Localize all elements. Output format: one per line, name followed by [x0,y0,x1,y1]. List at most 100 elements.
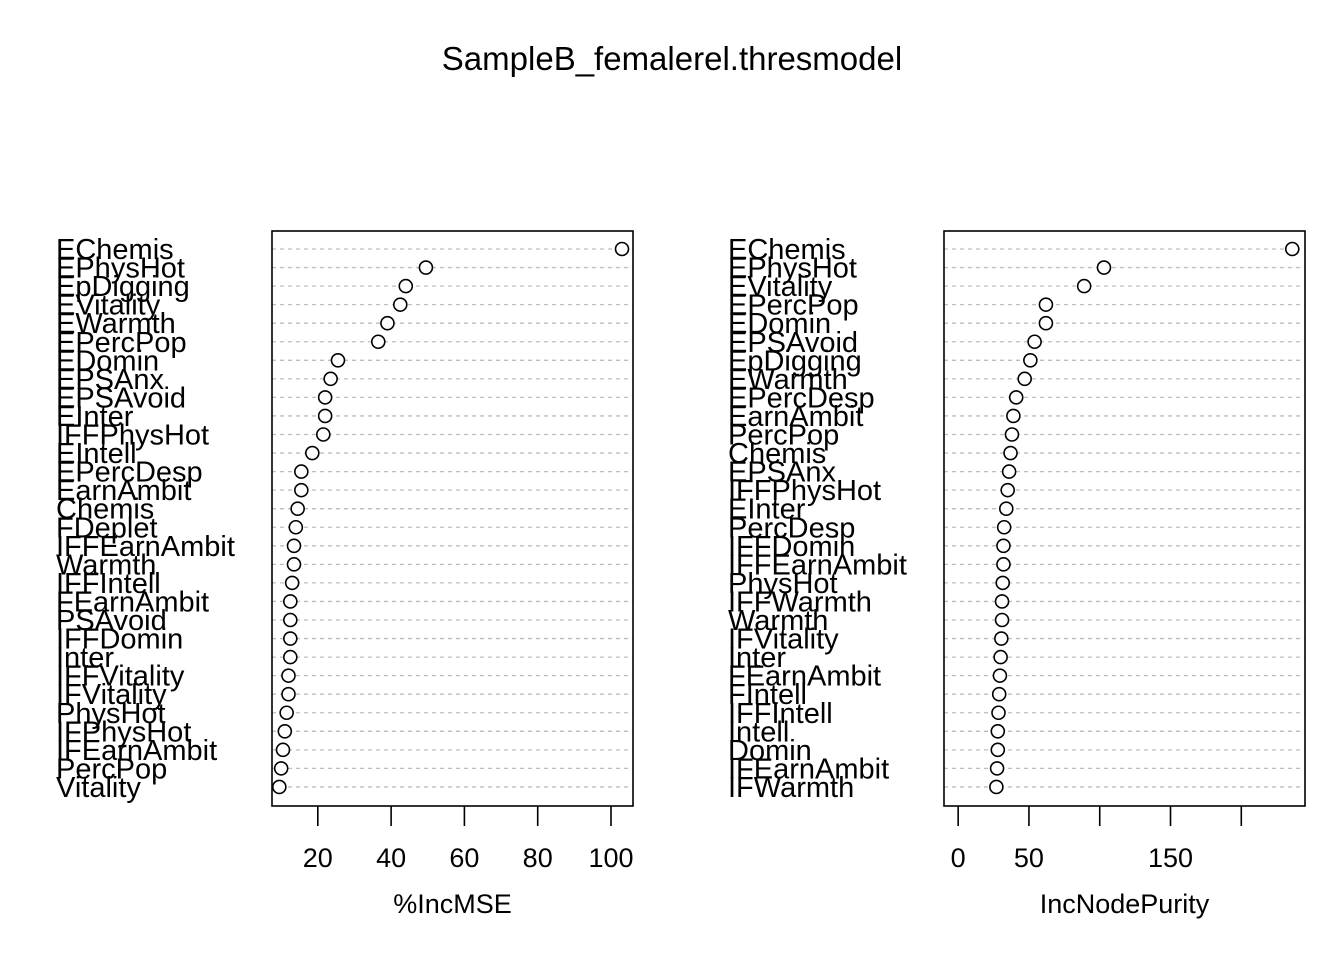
variable-label: EPhysHot [56,253,185,285]
data-point [392,297,408,312]
data-point [294,464,309,479]
variable-label: EDomin [56,345,159,377]
variable-label: IFFIntell [56,568,161,600]
data-point [1027,334,1042,350]
data-point [283,649,298,665]
variable-label: EpDigging [728,345,862,377]
variable-label: IFPhysHot [56,716,191,748]
variable-label: PercPop [56,753,167,785]
data-point [330,352,346,368]
variable-label: Warmth [56,549,156,581]
x-tick-label: 150 [1148,843,1193,873]
variable-label: PercPop [728,420,839,452]
variable-label: PhysHot [56,698,166,730]
variable-label: FDeplet [56,512,158,544]
data-point [281,668,296,683]
data-point [989,779,1004,795]
data-point [283,612,298,628]
variable-label: IFFEarnAmbit [56,531,235,563]
variable-label: EPercDesp [56,457,203,489]
data-point [286,557,302,572]
data-point [1017,371,1032,387]
variable-label: FIntell [728,679,807,711]
variable-label: EPSAvoid [56,382,186,414]
variable-label: IFEarnAmbit [728,753,889,785]
variable-label: FEarnAmbit [56,586,209,618]
data-point [996,557,1011,572]
data-point [996,519,1012,535]
variable-label: EWarmth [56,308,176,340]
data-point [370,334,386,350]
x-tick-label: 20 [303,843,333,873]
variable-label: EPhysHot [728,253,857,285]
data-point [1038,315,1054,331]
data-point [1076,278,1092,294]
panel-incnodepurity: EChemisEPhysHotEVitalityEPercPopEDominEP… [728,230,1306,919]
data-point [288,519,304,535]
variable-label: EWarmth [728,364,848,396]
variable-label: IFFEarnAmbit [728,549,907,581]
variable-label: Intell [728,716,789,748]
x-axis-label: %IncMSE [393,889,512,919]
x-axis-label: IncNodePurity [1040,889,1210,919]
variable-label: EVitality [728,271,833,303]
variable-label: IFEarnAmbit [56,735,217,767]
data-point [994,612,1010,628]
data-point [305,445,320,461]
data-point [283,594,298,609]
data-point [989,761,1005,776]
variable-label: PSAvoid [56,605,167,637]
data-point [323,371,338,387]
data-point [991,686,1007,702]
data-point [290,501,305,517]
x-tick-label: 80 [523,843,553,873]
data-point [990,742,1006,758]
x-tick-label: 60 [449,843,479,873]
variable-label: EPercPop [728,290,859,322]
data-point [277,723,293,739]
data-point [272,779,287,795]
variable-label: FEarnAmbit [728,661,881,693]
variable-label: Domin [728,735,812,767]
variable-label: EChemis [56,234,174,266]
variable-label: EVitality [56,290,161,322]
variable-label: PercDesp [728,512,855,544]
plot-frame [943,230,1306,807]
variable-label: EIntell [56,438,137,470]
data-point [316,427,331,442]
variable-label: EChemis [728,234,846,266]
data-point [1008,390,1024,405]
data-point [991,705,1006,721]
data-point [1038,297,1054,312]
variable-label: EPSAvoid [728,327,858,359]
x-tick-label: 100 [588,843,633,873]
variable-label: IFVitality [728,624,839,656]
panel-incmse: EChemisEPhysHotEpDiggingEVitalityEWarmth… [56,230,634,919]
data-point [284,575,300,591]
variable-label: IFFIntell [728,698,833,730]
variable-label: EDomin [728,308,831,340]
data-point [992,668,1008,683]
data-point [990,723,1006,739]
variable-label: PhysHot [728,568,838,600]
data-point [286,538,302,554]
variable-label: EPercPop [56,327,187,359]
variable-label: IFFDomin [728,531,855,563]
data-point [418,260,434,275]
variable-label: EInter [728,494,806,526]
data-point [1006,408,1021,424]
x-tick-label: 40 [376,843,406,873]
x-tick-label: 0 [951,843,966,873]
data-point [398,278,414,294]
variable-label: IFVitality [56,679,167,711]
data-point [994,631,1009,646]
data-point [1004,427,1020,442]
data-point [1023,352,1038,368]
variable-label: IFFPhysHot [56,420,209,452]
x-tick-label: 50 [1014,843,1044,873]
variable-label: IFFPhysHot [728,475,881,507]
variable-label: EPSAnx [728,457,836,489]
data-point [1000,482,1016,498]
data-point [380,315,395,331]
